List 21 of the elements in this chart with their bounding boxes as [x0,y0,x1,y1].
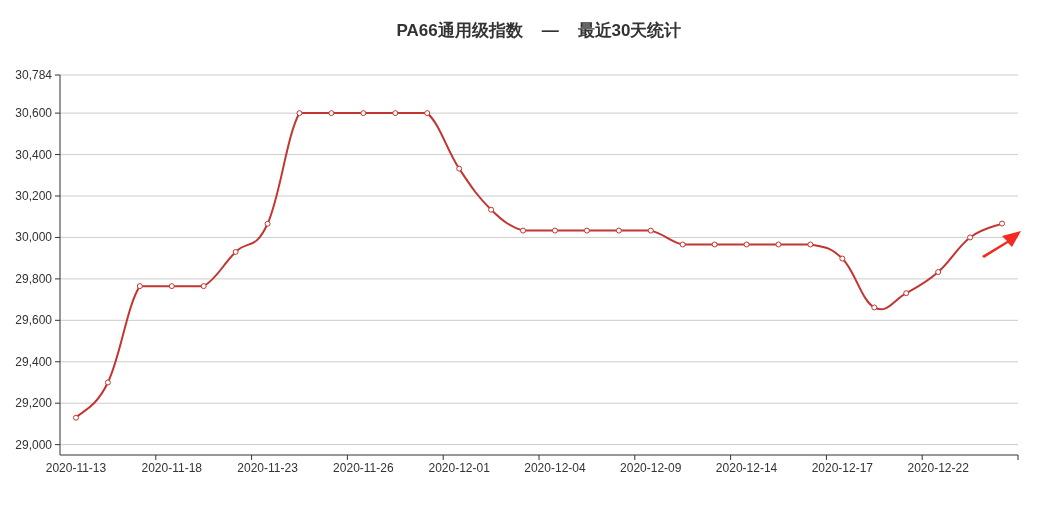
x-tick-label: 2020-12-14 [715,461,778,475]
x-tick-label: 2020-11-23 [237,461,299,475]
chart-title: PA66通用级指数 — 最近30天统计 [396,21,682,40]
x-tick-label: 2020-11-13 [45,461,107,475]
y-tick-label: 30,600 [15,106,53,121]
y-tick-label: 30,200 [15,189,53,203]
y-tick-label: 29,600 [15,313,53,328]
y-tick-label: 29,200 [15,396,53,411]
x-tick-label: 2020-12-04 [524,461,586,475]
x-tick-label: 2020-12-22 [907,461,970,475]
y-tick-label: 29,800 [15,271,53,286]
y-tick-label: 30,400 [15,147,53,162]
y-tick-label: 30,000 [15,230,53,245]
y-tick-label: 29,400 [15,354,53,369]
y-tick-label: 29,000 [15,437,53,452]
x-tick-label: 2020-12-01 [428,461,491,475]
x-tick-label: 2020-11-18 [141,461,203,475]
x-tick-label: 2020-11-26 [333,461,394,475]
y-tick-label: 30,784 [15,68,53,82]
x-tick-label: 2020-12-09 [620,461,682,475]
x-tick-label: 2020-12-17 [811,461,874,475]
